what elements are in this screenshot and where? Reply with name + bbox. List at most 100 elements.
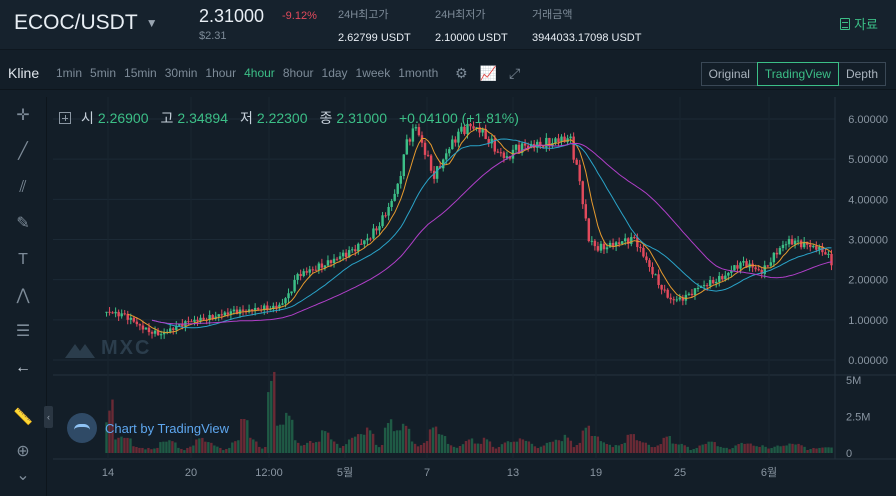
interval-1day[interactable]: 1day xyxy=(321,66,348,80)
interval-4hour[interactable]: 4hour xyxy=(244,66,275,80)
candle-body xyxy=(153,330,157,334)
candle-body xyxy=(675,299,678,301)
volume-bar xyxy=(485,439,489,453)
volume-bar xyxy=(344,444,348,453)
chevron-down-icon[interactable]: ⌄ xyxy=(16,467,30,484)
caret-down-icon[interactable]: ▼ xyxy=(145,16,158,30)
volume-bar xyxy=(392,431,396,453)
text-tool-icon[interactable]: T xyxy=(18,251,28,268)
chart-area[interactable]: 6.00000 5.00000 4.00000 3.00000 2.00000 1.000… xyxy=(53,97,896,496)
volume-bar xyxy=(524,440,528,453)
trendline-icon[interactable]: ╱ xyxy=(18,143,28,160)
volume-bar xyxy=(482,437,486,453)
interval-1week[interactable]: 1week xyxy=(355,66,391,80)
documents-button[interactable]: 자료 xyxy=(840,14,878,33)
interval-30min[interactable]: 30min xyxy=(164,66,198,80)
candle-body xyxy=(757,269,760,271)
candle-body xyxy=(144,327,148,330)
volume-bar xyxy=(773,446,776,453)
candle-body xyxy=(308,269,311,273)
candle-body xyxy=(187,321,190,323)
candle-body xyxy=(445,153,448,160)
stat-high-label: 24H최고가 xyxy=(338,9,389,21)
volume-bar xyxy=(503,442,507,453)
volume-bar xyxy=(590,436,594,453)
interval-8hour[interactable]: 8hour xyxy=(282,66,314,80)
expand-legend-icon[interactable] xyxy=(59,112,71,124)
candle-body xyxy=(320,263,324,268)
candle-body xyxy=(172,328,175,330)
volume-bar xyxy=(225,448,228,453)
candle-body xyxy=(329,260,333,264)
pair-selector[interactable]: ECOC/USDT ▼ xyxy=(14,11,158,35)
volume-bar xyxy=(291,419,294,453)
pattern-tool-icon[interactable]: ⋀ xyxy=(16,287,30,304)
tradingview-badge[interactable]: Chart by TradingView xyxy=(67,413,229,443)
candle-body xyxy=(630,237,633,244)
volume-bar xyxy=(416,446,420,453)
volume-bar xyxy=(701,444,704,453)
candle-body xyxy=(666,289,669,298)
interval-5min[interactable]: 5min xyxy=(90,66,117,80)
candle-body xyxy=(781,244,785,249)
indicator-chart-icon[interactable]: 📈 xyxy=(479,65,497,81)
price-tick-label: 6.00000 xyxy=(848,114,888,126)
candle-body xyxy=(690,293,694,296)
volume-bar xyxy=(114,439,117,453)
interval-1min[interactable]: 1min xyxy=(56,66,83,80)
volume-bar xyxy=(138,447,141,453)
volume-bar xyxy=(455,447,459,453)
crosshair-icon[interactable]: ✛ xyxy=(16,107,30,124)
documents-label: 자료 xyxy=(854,17,878,32)
candle-body xyxy=(520,143,524,153)
view-tradingview[interactable]: TradingView xyxy=(756,62,839,86)
volume-bar xyxy=(252,439,255,453)
volume-bar xyxy=(240,418,243,453)
interval-15min[interactable]: 15min xyxy=(124,66,157,80)
candle-body xyxy=(357,243,360,252)
settings-gear-icon[interactable]: ⚙ xyxy=(455,65,468,81)
fullscreen-icon[interactable]: ⤢ xyxy=(509,65,521,81)
volume-bar xyxy=(189,446,192,453)
candle-body xyxy=(587,218,591,241)
volume-bar xyxy=(129,438,132,453)
volume-bar xyxy=(509,442,513,453)
candle-body xyxy=(778,248,782,255)
price-chart[interactable]: 6.00000 5.00000 4.00000 3.00000 2.00000 1.000… xyxy=(53,97,896,496)
brush-icon[interactable]: ✎ xyxy=(16,215,30,232)
volume-bar xyxy=(638,441,641,453)
view-original[interactable]: Original xyxy=(700,62,758,86)
collapse-toolbar-button[interactable]: ‹ xyxy=(44,406,53,428)
candle-body xyxy=(405,139,409,155)
volume-bar xyxy=(752,445,755,453)
interval-1hour[interactable]: 1hour xyxy=(205,66,237,80)
ruler-icon[interactable]: 📏 xyxy=(13,409,33,426)
candle-body xyxy=(454,139,457,143)
view-depth[interactable]: Depth xyxy=(837,62,886,86)
volume-bar xyxy=(249,437,252,453)
volume-bar xyxy=(446,443,450,453)
zoom-in-icon[interactable]: ⊕ xyxy=(16,443,30,460)
volume-bar xyxy=(276,425,279,453)
volume-bar xyxy=(213,445,216,453)
candle-body xyxy=(429,155,433,171)
interval-1month[interactable]: 1month xyxy=(398,66,439,80)
stat-high-value: 2.62799 USDT xyxy=(338,32,411,44)
candle-body xyxy=(117,311,120,317)
fib-tool-icon[interactable]: ⫽ xyxy=(19,179,27,196)
volume-bar xyxy=(686,446,689,453)
candle-body xyxy=(323,265,327,268)
candle-body xyxy=(487,138,490,144)
candle-body xyxy=(190,321,193,323)
candle-body xyxy=(417,127,421,136)
prediction-tool-icon[interactable]: ☰ xyxy=(15,323,31,340)
candle-body xyxy=(341,252,345,257)
candle-body xyxy=(335,258,339,260)
stat-low-value: 2.10000 USDT xyxy=(435,32,508,44)
ticker-header: ECOC/USDT ▼ 2.31000 -9.12% $2.31 24H최고가 … xyxy=(0,0,896,50)
candle-body xyxy=(232,309,236,312)
volume-bar xyxy=(788,443,791,453)
candle-body xyxy=(363,240,366,245)
arrow-left-icon[interactable]: ← xyxy=(15,359,31,376)
volume-bar xyxy=(533,446,537,453)
